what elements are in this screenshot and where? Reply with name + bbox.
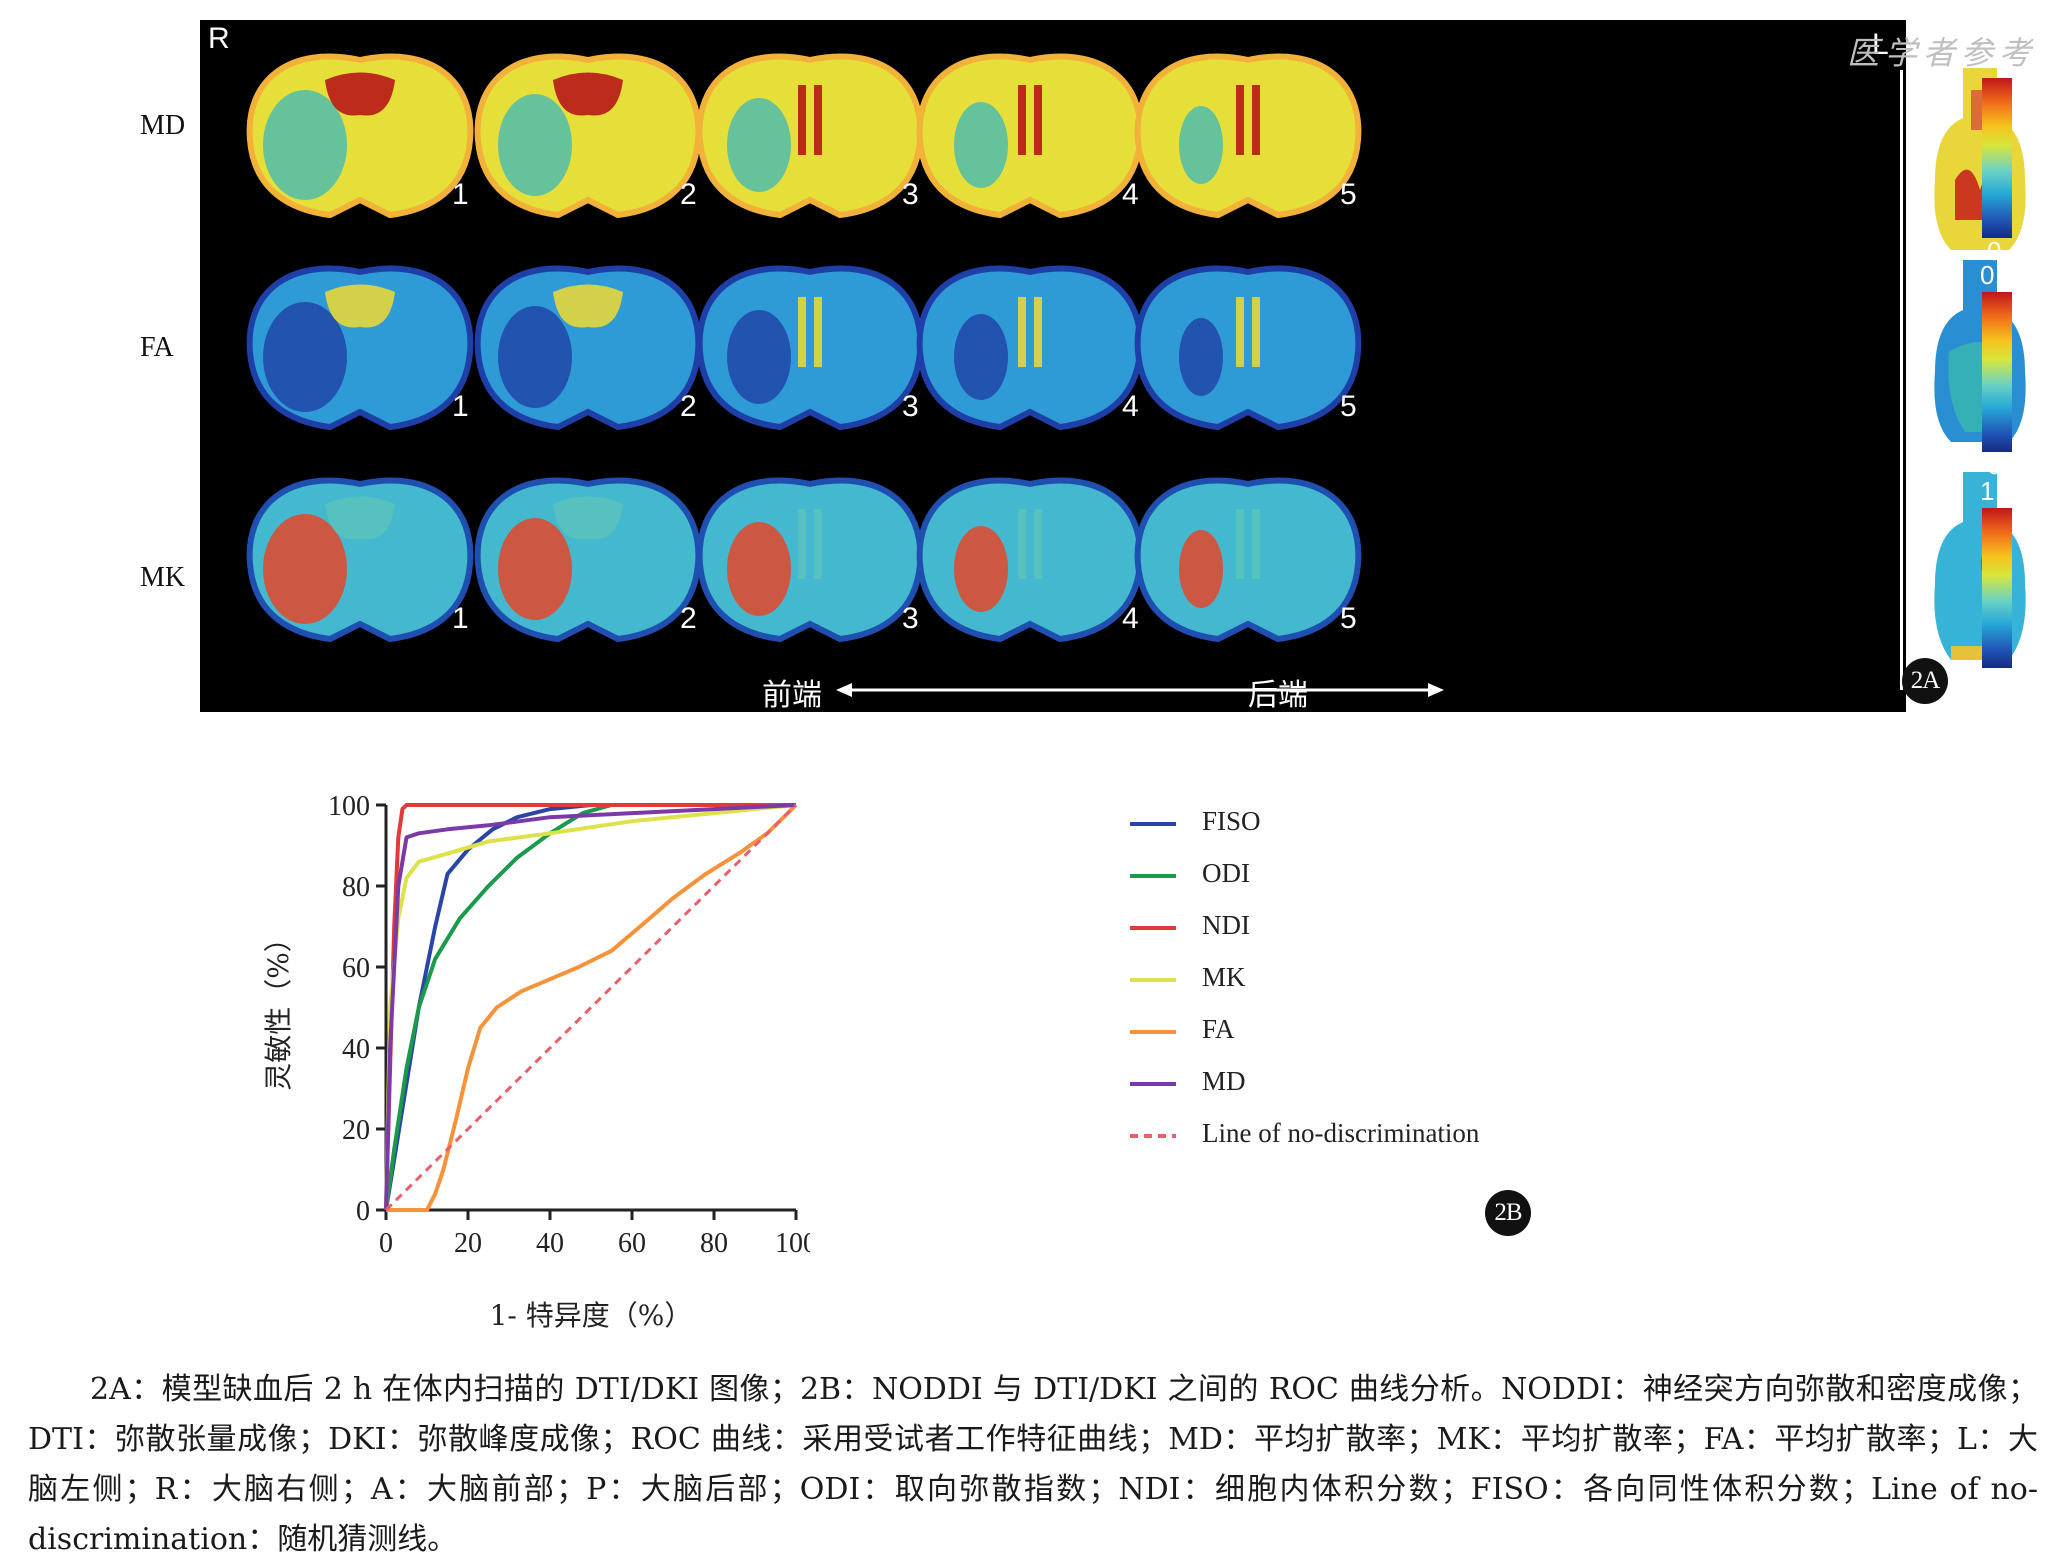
brain-slice-fa-3: 3: [680, 252, 940, 442]
row-label-md: MD: [140, 110, 186, 141]
brain-slice-fa-5: 5: [1118, 252, 1378, 442]
x-tick-label: 60: [618, 1228, 646, 1259]
legend-label: Line of no-discrimination: [1202, 1118, 1480, 1148]
colorbar-mk: [1982, 508, 2012, 668]
brain-slice-mk-2: 2: [458, 464, 718, 654]
slice-number-mk-2: 2: [680, 602, 697, 635]
brain-slice-mk-1: 1: [230, 464, 490, 654]
slice-number-md-4: 4: [1122, 178, 1139, 211]
posterior-end-label: 后端: [1248, 678, 1308, 713]
legend-label: FA: [1202, 1014, 1235, 1044]
slice-number-md-3: 3: [902, 178, 919, 211]
y-tick-label: 20: [342, 1115, 370, 1146]
legend-swatch: [1130, 874, 1176, 878]
slice-number-md-2: 2: [680, 178, 697, 211]
x-tick-label: 20: [454, 1228, 482, 1259]
watermark-logo: 医学者参考: [1846, 34, 2037, 72]
x-tick-label: 100: [775, 1228, 810, 1259]
legend-swatch: [1130, 926, 1176, 930]
brain-slice-md-2: 2: [458, 40, 718, 230]
y-axis-title: 灵敏性（%）: [262, 924, 295, 1091]
roc-chart: 0 20 40 60 80 100 0 20 40 60 80 100 1- 特异度（%） 灵敏性（%） …: [250, 770, 1479, 1350]
slice-number-fa-2: 2: [680, 390, 697, 423]
colorbar-fa-max: 0.8: [1980, 260, 2017, 290]
slice-number-fa-5: 5: [1340, 390, 1357, 423]
brain-slice-mk-5: 5: [1118, 464, 1378, 654]
x-tick-label: 0: [379, 1228, 393, 1259]
brain-slice-md-4: 4: [900, 40, 1160, 230]
legend-swatch: [1130, 1082, 1176, 1086]
row-label-mk: MK: [140, 562, 186, 593]
legend-label: MK: [1202, 962, 1246, 992]
y-tick-label: 40: [342, 1034, 370, 1065]
y-tick-label: 0: [356, 1196, 370, 1227]
brain-slice-fa-2: 2: [458, 252, 718, 442]
row-label-fa: FA: [140, 332, 174, 363]
y-tick-label: 80: [342, 872, 370, 903]
colorbar-mk-max: 1.8: [1980, 476, 2017, 506]
panel-2b-badge: 2B: [1485, 1190, 1531, 1236]
colorbar-md: [1982, 78, 2012, 238]
brain-slice-fa-4: 4: [900, 252, 1160, 442]
slice-number-fa-4: 4: [1122, 390, 1139, 423]
roc-series-md: [384, 803, 797, 1211]
x-axis-title: 1- 特异度（%）: [490, 1299, 693, 1332]
legend-label: ODI: [1202, 858, 1250, 888]
roc-series-odi: [384, 803, 796, 1211]
legend-swatch: [1130, 1030, 1176, 1034]
legend-swatch: [1130, 978, 1176, 982]
brain-slice-md-1: 1: [230, 40, 490, 230]
brain-slice-fa-1: 1: [230, 252, 490, 442]
panel-divider: [1900, 70, 1903, 690]
axial-anterior-label: A: [1912, 28, 1933, 61]
colorbar-fa-min: 0: [1987, 450, 2002, 480]
left-hemisphere-label: L: [1872, 28, 1889, 61]
axial-view-md: [1934, 68, 2026, 250]
colorbar-md-max: 0.0012: [1960, 44, 2040, 74]
legend-label: NDI: [1202, 910, 1250, 940]
roc-series-fa: [386, 803, 798, 1212]
roc-plot: 0 20 40 60 80 100 0 20 40 60 80 100 1- 特异度（%） 灵敏性（%）: [262, 791, 810, 1332]
slice-number-md-1: 1: [452, 178, 469, 211]
anterior-end-label: 前端: [762, 678, 822, 713]
brain-slice-mk-4: 4: [900, 464, 1160, 654]
x-tick-label: 40: [536, 1228, 564, 1259]
x-tick-label: 80: [700, 1228, 728, 1259]
right-hemisphere-label: R: [208, 22, 230, 55]
legend-label: MD: [1202, 1066, 1246, 1096]
figure-caption: 2A：模型缺血后 2 h 在体内扫描的 DTI/DKI 图像；2B：NODDI …: [28, 1372, 2038, 1557]
legend-swatch: [1130, 1134, 1176, 1138]
slice-number-md-5: 5: [1340, 178, 1357, 211]
roc-series-line-of-no-discrimination: [384, 803, 798, 1212]
brain-slice-md-5: 5: [1118, 40, 1378, 230]
brain-slice-md-3: 3: [680, 40, 940, 230]
slice-number-fa-3: 3: [902, 390, 919, 423]
panel-2a-badge: 2A: [1902, 658, 1948, 704]
slice-number-mk-3: 3: [902, 602, 919, 635]
y-tick-label: 60: [342, 953, 370, 984]
colorbar-md-min: 0: [1987, 236, 2002, 266]
brain-slice-mk-3: 3: [680, 464, 940, 654]
legend-swatch: [1130, 822, 1176, 826]
slice-number-mk-1: 1: [452, 602, 469, 635]
y-tick-label: 100: [328, 791, 370, 822]
slice-number-mk-4: 4: [1122, 602, 1139, 635]
slice-number-fa-1: 1: [452, 390, 469, 423]
slice-number-mk-5: 5: [1340, 602, 1357, 635]
anterior-posterior-arrow: [836, 683, 1444, 697]
colorbar-fa: [1982, 292, 2012, 452]
colorbar-mk-min: 0: [1987, 666, 2002, 696]
legend-label: FISO: [1202, 806, 1261, 836]
